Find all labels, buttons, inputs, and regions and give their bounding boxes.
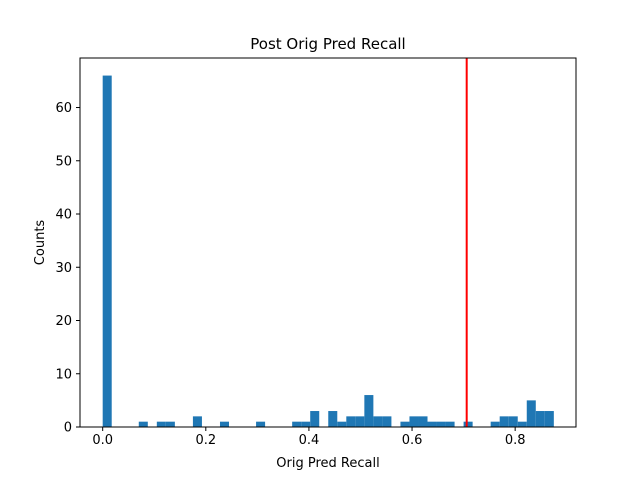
histogram-bar (355, 416, 365, 427)
histogram-bar (418, 416, 428, 427)
plot-frame (79, 57, 577, 428)
y-axis-ticks: 0 10 20 30 40 50 60 (55, 101, 80, 436)
y-tick-label: 40 (55, 208, 72, 223)
y-tick-label: 60 (55, 101, 72, 116)
y-axis-label: Counts (33, 220, 48, 266)
histogram-bar (427, 421, 437, 427)
histogram-bar (192, 416, 202, 427)
chart-title: Post Orig Pred Recall (250, 35, 405, 53)
histogram-bar (535, 411, 545, 427)
x-tick-label: 0.2 (195, 433, 216, 448)
histogram-bar (219, 421, 230, 427)
histogram-bar (517, 421, 527, 427)
y-tick-label: 10 (55, 367, 72, 382)
bars-group (102, 75, 554, 428)
x-tick-label: 0.4 (299, 433, 320, 448)
x-axis-ticks: 0.0 0.2 0.4 0.6 0.8 (92, 427, 526, 448)
histogram-bar (409, 416, 419, 427)
x-tick-label: 0.6 (402, 433, 423, 448)
histogram-bar (346, 416, 356, 427)
histogram-bar (526, 400, 536, 427)
histogram-bar (445, 421, 455, 427)
histogram-bar (156, 421, 166, 427)
histogram-bar (463, 421, 473, 427)
histogram-bar (102, 75, 112, 428)
histogram-bar (508, 416, 518, 427)
histogram-bar (382, 416, 392, 427)
histogram-bar (436, 421, 446, 427)
y-tick-label: 30 (55, 261, 72, 276)
histogram-bar (337, 421, 347, 427)
histogram-bar (310, 411, 320, 427)
histogram-bar (165, 421, 175, 427)
y-tick-label: 50 (55, 154, 72, 169)
histogram-bar (373, 416, 383, 427)
histogram-bar (301, 421, 311, 427)
histogram-bar (328, 411, 338, 427)
x-tick-label: 0.8 (505, 433, 526, 448)
histogram-bar (256, 421, 266, 427)
histogram-bar (292, 421, 302, 427)
histogram-bar (364, 395, 374, 427)
histogram-bar (544, 411, 554, 427)
histogram-bar (490, 421, 500, 427)
histogram-bar (499, 416, 509, 427)
x-tick-label: 0.0 (92, 433, 113, 448)
histogram-bar (138, 421, 148, 427)
y-tick-label: 0 (64, 421, 72, 436)
x-axis-label: Orig Pred Recall (276, 456, 379, 471)
histogram-bar (400, 421, 410, 427)
y-tick-label: 20 (55, 314, 72, 329)
